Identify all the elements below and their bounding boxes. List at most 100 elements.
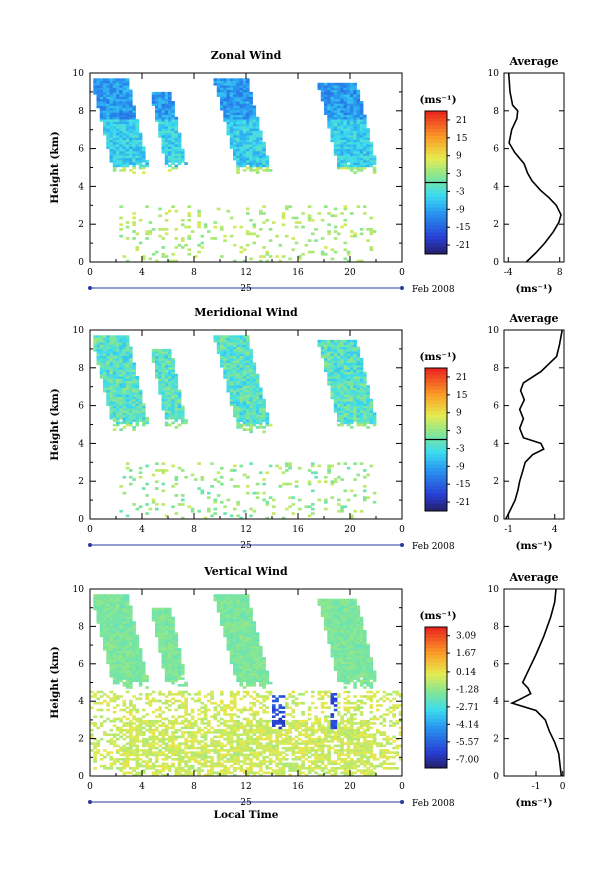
colorbar-segment bbox=[425, 161, 447, 166]
heatmap-cell bbox=[109, 612, 114, 615]
heatmap-cell bbox=[168, 364, 172, 368]
heatmap-cell bbox=[333, 146, 338, 149]
heatmap-cell bbox=[246, 114, 250, 118]
heatmap-cell bbox=[135, 728, 140, 732]
heatmap-cell bbox=[353, 509, 357, 513]
heatmap-cell bbox=[132, 672, 136, 676]
heatmap-cell bbox=[229, 367, 234, 370]
heatmap-cell bbox=[119, 103, 123, 106]
heatmap-cell bbox=[103, 358, 107, 361]
heatmap-cell bbox=[122, 159, 127, 163]
heatmap-cell bbox=[369, 141, 374, 145]
colorbar-unit: (ms⁻¹) bbox=[419, 94, 456, 106]
heatmap-cell bbox=[129, 740, 133, 743]
heatmap-cell bbox=[327, 355, 331, 359]
heatmap-cell bbox=[151, 728, 156, 732]
heatmap-cell bbox=[122, 722, 127, 725]
heatmap-cell bbox=[174, 708, 179, 712]
heatmap-cell bbox=[132, 677, 136, 680]
heatmap-cell bbox=[259, 139, 263, 143]
heatmap-cell bbox=[346, 414, 351, 418]
heatmap-cell bbox=[330, 380, 335, 384]
heatmap-cell bbox=[161, 751, 166, 754]
heatmap-cell bbox=[343, 105, 348, 109]
heatmap-cell bbox=[363, 423, 367, 427]
heatmap-cell bbox=[116, 114, 120, 118]
heatmap-cell bbox=[122, 654, 127, 658]
heatmap-cell bbox=[239, 364, 244, 368]
heatmap-cell bbox=[132, 426, 136, 429]
heatmap-cell bbox=[236, 114, 240, 118]
heatmap-cell bbox=[369, 410, 374, 413]
heatmap-cell bbox=[246, 157, 250, 161]
heatmap-cell bbox=[106, 753, 110, 757]
heatmap-cell bbox=[106, 645, 110, 649]
heatmap-cell bbox=[122, 146, 127, 149]
heatmap-cell bbox=[171, 162, 175, 165]
heatmap-cell bbox=[252, 421, 257, 425]
average-profile-line bbox=[505, 329, 563, 520]
heatmap-cell bbox=[174, 746, 179, 750]
heatmap-cell bbox=[125, 385, 130, 388]
heatmap-cell bbox=[109, 392, 114, 395]
heatmap-cell bbox=[129, 731, 133, 734]
heatmap-cell bbox=[119, 641, 123, 644]
heatmap-cell bbox=[187, 218, 192, 222]
heatmap-cell bbox=[246, 128, 250, 131]
heatmap-cell bbox=[174, 652, 179, 656]
heatmap-cell bbox=[343, 218, 348, 222]
heatmap-cell bbox=[346, 150, 351, 154]
heatmap-cell bbox=[252, 153, 257, 156]
heatmap-cell bbox=[246, 339, 250, 343]
heatmap-cell bbox=[262, 246, 266, 249]
heatmap-cell bbox=[119, 116, 123, 120]
heatmap-cell bbox=[246, 387, 250, 391]
heatmap-cell bbox=[155, 699, 159, 703]
heatmap-cell bbox=[226, 346, 231, 350]
heatmap-cell bbox=[333, 480, 338, 484]
heatmap-cell bbox=[122, 130, 127, 134]
heatmap-cell bbox=[112, 677, 117, 680]
heatmap-cell bbox=[125, 87, 130, 91]
heatmap-cell bbox=[164, 148, 169, 152]
heatmap-cell bbox=[161, 462, 166, 465]
heatmap-cell bbox=[252, 509, 257, 513]
heatmap-cell bbox=[116, 162, 120, 165]
heatmap-cell bbox=[171, 719, 175, 723]
heatmap-cell bbox=[116, 373, 120, 377]
heatmap-cell bbox=[161, 773, 166, 777]
heatmap-cell bbox=[229, 378, 234, 382]
heatmap-cell bbox=[252, 169, 257, 172]
heatmap-cell bbox=[324, 87, 328, 91]
heatmap-cell bbox=[333, 89, 338, 93]
heatmap-cell bbox=[93, 753, 97, 757]
heatmap-cell bbox=[242, 348, 247, 352]
heatmap-cell bbox=[327, 342, 331, 345]
heatmap-cell bbox=[116, 382, 120, 386]
heatmap-cell bbox=[239, 123, 244, 127]
heatmap-cell bbox=[350, 489, 354, 493]
heatmap-cell bbox=[177, 423, 182, 427]
heatmap-cell bbox=[353, 130, 357, 134]
heatmap-cell bbox=[265, 250, 270, 254]
heatmap-cell bbox=[161, 146, 166, 149]
y-tick-label: 0 bbox=[78, 515, 84, 525]
heatmap-cell bbox=[350, 132, 354, 136]
heatmap-cell bbox=[317, 339, 322, 343]
heatmap-cell bbox=[207, 496, 211, 499]
heatmap-cell bbox=[148, 749, 153, 752]
heatmap-cell bbox=[96, 594, 101, 597]
heatmap-cell bbox=[216, 494, 221, 497]
heatmap-cell bbox=[249, 107, 253, 111]
heatmap-cell bbox=[233, 116, 237, 120]
heatmap-cell bbox=[109, 668, 114, 671]
heatmap-cell bbox=[161, 94, 166, 97]
heatmap-cell bbox=[346, 351, 351, 354]
heatmap-cell bbox=[233, 360, 237, 363]
heatmap-cell bbox=[116, 668, 120, 671]
heatmap-cell bbox=[96, 596, 101, 600]
heatmap-cell bbox=[177, 659, 182, 662]
heatmap-cell bbox=[151, 500, 156, 504]
heatmap-cell bbox=[239, 385, 244, 388]
heatmap-cell bbox=[262, 414, 266, 418]
